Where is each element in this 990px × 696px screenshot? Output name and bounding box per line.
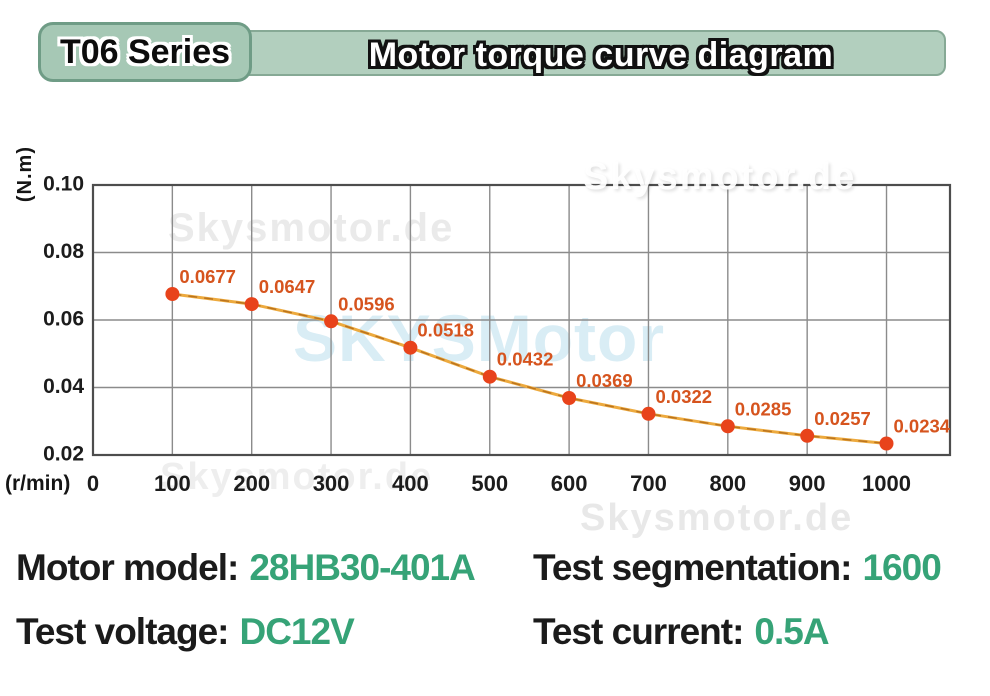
svg-text:100: 100	[154, 471, 191, 496]
x-axis-unit-label: (r/min)	[5, 472, 71, 495]
spec-motor-model-label: Motor model:	[16, 547, 239, 588]
spec-test-segmentation-label: Test segmentation:	[533, 547, 852, 588]
svg-text:0.0518: 0.0518	[417, 320, 474, 341]
spec-test-segmentation-value: 1600	[862, 547, 941, 588]
svg-text:1000: 1000	[862, 471, 911, 496]
spec-test-current: Test current: 0.5A	[533, 611, 830, 653]
svg-text:0: 0	[87, 471, 99, 496]
spec-test-voltage-label: Test voltage:	[16, 611, 229, 652]
svg-text:0.0677: 0.0677	[179, 266, 236, 287]
spec-test-segmentation: Test segmentation: 1600	[533, 547, 942, 589]
spec-test-current-label: Test current:	[533, 611, 744, 652]
spec-test-voltage-value: DC12V	[239, 611, 354, 652]
spec-motor-model: Motor model: 28HB30-401A	[16, 547, 476, 589]
svg-text:900: 900	[789, 471, 826, 496]
page-title: Motor torque curve diagram	[368, 36, 834, 74]
svg-text:0.02: 0.02	[43, 443, 84, 466]
svg-text:600: 600	[551, 471, 588, 496]
svg-text:0.04: 0.04	[43, 375, 84, 398]
svg-text:0.0647: 0.0647	[259, 276, 316, 297]
svg-text:0.0432: 0.0432	[497, 349, 554, 370]
svg-text:0.0257: 0.0257	[814, 408, 871, 429]
svg-text:0.06: 0.06	[43, 308, 84, 331]
series-badge-label: T06 Series	[59, 32, 231, 71]
svg-text:0.0234: 0.0234	[894, 416, 951, 437]
svg-text:0.08: 0.08	[43, 240, 84, 263]
svg-text:700: 700	[630, 471, 667, 496]
svg-text:0.0322: 0.0322	[656, 386, 713, 407]
spec-motor-model-value: 28HB30-401A	[249, 547, 476, 588]
series-badge: T06 Series	[38, 22, 252, 82]
svg-text:0.0369: 0.0369	[576, 370, 633, 391]
spec-test-current-value: 0.5A	[754, 611, 829, 652]
svg-text:400: 400	[392, 471, 429, 496]
svg-text:0.0285: 0.0285	[735, 398, 792, 419]
spec-test-voltage: Test voltage: DC12V	[16, 611, 355, 653]
svg-text:500: 500	[471, 471, 508, 496]
svg-text:200: 200	[233, 471, 270, 496]
svg-text:300: 300	[313, 471, 350, 496]
svg-text:0.0596: 0.0596	[338, 293, 395, 314]
svg-text:800: 800	[709, 471, 746, 496]
torque-curve-chart: 0.10 0.08 0.06 0.04 0.020 100 200 300 400 500 600 7…	[43, 173, 952, 496]
svg-text:0.10: 0.10	[43, 173, 84, 196]
